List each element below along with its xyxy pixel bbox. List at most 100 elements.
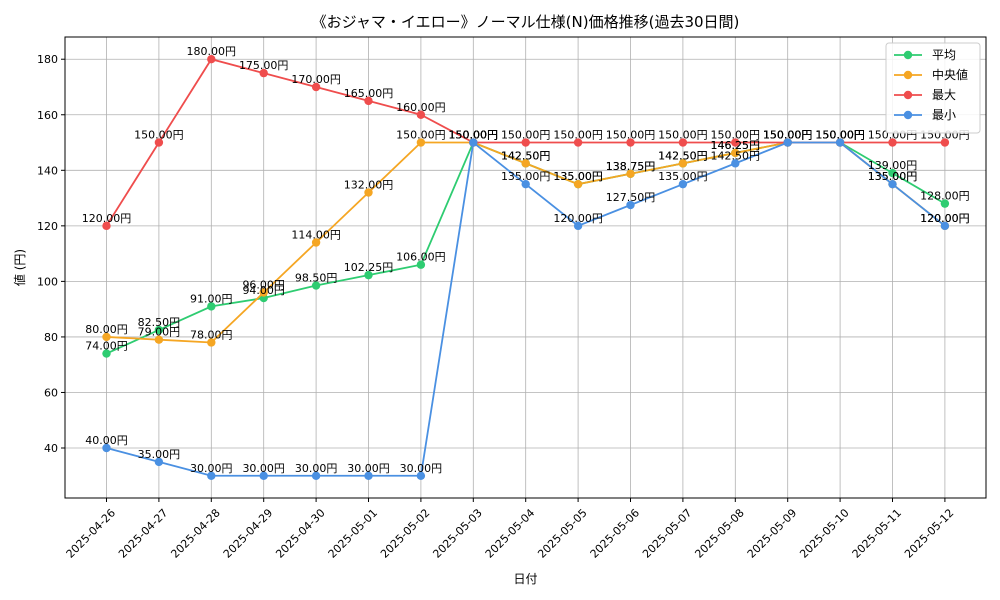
x-tick-label: 2025-05-08 — [692, 506, 746, 560]
data-point — [678, 159, 688, 168]
data-point — [888, 179, 897, 189]
data-label: 142.50円 — [658, 149, 708, 162]
data-point — [364, 96, 373, 106]
data-label: 106.00円 — [396, 251, 446, 264]
data-label: 135.00円 — [553, 170, 603, 183]
data-label: 150.00円 — [815, 129, 865, 142]
legend-marker — [903, 50, 913, 60]
data-label: 150.00円 — [501, 129, 551, 142]
x-tick-label: 2025-05-02 — [378, 506, 432, 560]
data-point — [207, 55, 216, 64]
data-label: 175.00円 — [239, 59, 289, 72]
data-label: 35.00円 — [138, 448, 181, 461]
legend-item: 平均 — [894, 48, 956, 62]
x-tick-label: 2025-05-07 — [640, 506, 694, 560]
y-tick-label: 60 — [44, 386, 58, 399]
data-label: 150.00円 — [449, 129, 499, 142]
data-label: 150.00円 — [449, 129, 499, 142]
data-label: 135.00円 — [501, 170, 551, 183]
y-tick-label: 120 — [37, 220, 58, 233]
x-tick-label: 2025-04-30 — [273, 506, 327, 560]
y-tick-label: 100 — [37, 275, 58, 288]
x-tick-label: 2025-04-26 — [64, 506, 118, 560]
data-label: 150.00円 — [553, 129, 603, 142]
data-label: 150.00円 — [449, 129, 499, 142]
data-label: 135.00円 — [658, 170, 708, 183]
data-point — [888, 138, 897, 147]
data-label: 91.00円 — [190, 292, 233, 305]
data-point — [731, 148, 740, 158]
data-label: 150.00円 — [396, 129, 446, 142]
data-point — [626, 169, 635, 178]
data-label: 127.50円 — [606, 191, 656, 204]
data-point — [416, 260, 426, 269]
data-point — [940, 138, 950, 147]
x-tick-label: 2025-05-12 — [902, 506, 956, 560]
data-point — [521, 159, 530, 168]
data-point — [416, 138, 426, 147]
data-point — [154, 457, 164, 467]
x-tick-label: 2025-04-27 — [116, 506, 170, 560]
data-label: 94.00円 — [242, 284, 285, 297]
x-tick-label: 2025-05-03 — [430, 506, 484, 560]
data-label: 128.00円 — [920, 190, 970, 203]
data-label: 146.25円 — [711, 139, 761, 152]
data-point — [835, 138, 845, 147]
data-label: 160.00円 — [396, 101, 446, 114]
data-point — [416, 110, 426, 119]
data-point — [259, 471, 268, 480]
data-label: 150.00円 — [763, 129, 813, 142]
x-tick-label: 2025-04-28 — [168, 506, 222, 560]
y-tick-label: 40 — [44, 442, 58, 455]
grid — [65, 37, 986, 498]
data-point — [521, 179, 530, 189]
data-label: 150.00円 — [815, 129, 865, 142]
data-label: 180.00円 — [187, 45, 237, 58]
data-point — [207, 471, 216, 480]
data-label: 138.75円 — [606, 160, 656, 173]
data-label: 120.00円 — [82, 212, 132, 225]
data-label: 150.00円 — [763, 129, 813, 142]
legend-label: 平均 — [932, 48, 956, 62]
data-label: 135.00円 — [868, 170, 918, 183]
data-point — [102, 332, 111, 342]
data-point — [521, 138, 530, 147]
data-point — [102, 349, 111, 358]
data-point — [311, 281, 321, 290]
x-tick-label: 2025-05-10 — [797, 506, 851, 560]
x-tick-label: 2025-05-05 — [535, 506, 589, 560]
data-label: 79.00円 — [138, 326, 181, 339]
x-tick-label: 2025-05-09 — [745, 506, 799, 560]
data-label: 150.00円 — [449, 129, 499, 142]
data-label: 30.00円 — [400, 462, 443, 475]
data-label: 150.00円 — [763, 129, 813, 142]
data-label: 82.50円 — [138, 316, 181, 329]
y-tick-label: 180 — [37, 53, 58, 66]
data-label: 30.00円 — [347, 462, 390, 475]
legend-marker — [903, 70, 913, 80]
data-point — [311, 238, 321, 247]
chart-title: 《おジャマ・イエロー》ノーマル仕様(N)価格推移(過去30日間) — [312, 13, 740, 31]
data-label: 165.00円 — [344, 87, 394, 100]
data-point — [102, 221, 111, 231]
data-point — [731, 159, 740, 168]
y-tick-label: 160 — [37, 109, 58, 122]
data-label: 146.25円 — [711, 139, 761, 152]
data-point — [311, 82, 321, 92]
data-point — [626, 138, 635, 147]
data-point — [207, 302, 216, 311]
x-tick-label: 2025-05-06 — [588, 506, 642, 560]
legend-label: 最大 — [932, 88, 956, 102]
data-label: 142.50円 — [711, 149, 761, 162]
legend-item: 最大 — [894, 88, 956, 102]
data-point — [469, 138, 478, 147]
data-label: 135.00円 — [868, 170, 918, 183]
data-point — [364, 270, 373, 280]
data-label: 132.00円 — [344, 179, 394, 192]
data-label: 150.00円 — [711, 129, 761, 142]
data-point — [102, 443, 111, 453]
data-point — [259, 288, 268, 297]
data-label: 80.00円 — [85, 323, 128, 336]
